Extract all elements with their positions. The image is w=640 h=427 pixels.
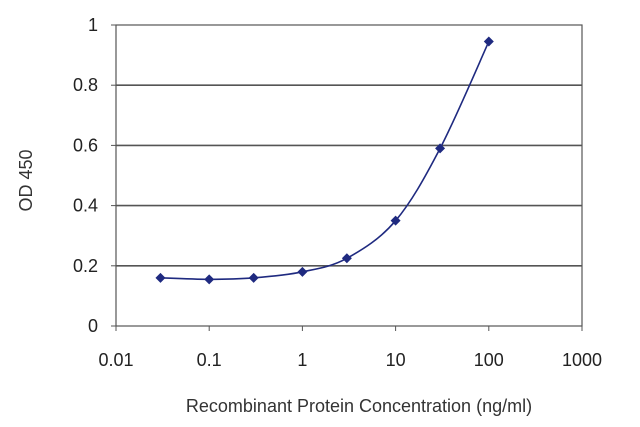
x-axis-label: Recombinant Protein Concentration (ng/ml… bbox=[186, 396, 532, 416]
data-point bbox=[155, 272, 166, 283]
y-tick-label: 0.8 bbox=[73, 75, 98, 95]
y-tick-label: 0.2 bbox=[73, 256, 98, 276]
data-point bbox=[435, 143, 446, 154]
x-tick-label: 10 bbox=[386, 350, 406, 370]
x-tick-label: 1 bbox=[297, 350, 307, 370]
data-point bbox=[483, 36, 494, 47]
y-tick-label: 0.4 bbox=[73, 196, 98, 216]
x-tick-label: 0.01 bbox=[98, 350, 133, 370]
y-tick-label: 1 bbox=[88, 15, 98, 35]
plot-area-frame bbox=[115, 24, 583, 327]
data-point bbox=[204, 274, 215, 285]
grid-lines bbox=[116, 84, 582, 267]
x-axis-ticks: 0.01 0.1 1 10 100 1000 bbox=[98, 326, 602, 370]
x-tick-label: 100 bbox=[474, 350, 504, 370]
data-point bbox=[390, 215, 401, 226]
data-points bbox=[155, 36, 494, 285]
y-axis-ticks: 0 0.2 0.4 0.6 0.8 1 bbox=[73, 15, 116, 336]
y-tick-label: 0.6 bbox=[73, 135, 98, 155]
y-axis-label: OD 450 bbox=[16, 149, 36, 211]
data-point bbox=[248, 272, 259, 283]
data-point bbox=[297, 266, 308, 277]
x-tick-label: 1000 bbox=[562, 350, 602, 370]
fitted-curve bbox=[160, 41, 490, 281]
x-tick-label: 0.1 bbox=[197, 350, 222, 370]
data-point bbox=[341, 253, 352, 264]
y-tick-label: 0 bbox=[88, 316, 98, 336]
